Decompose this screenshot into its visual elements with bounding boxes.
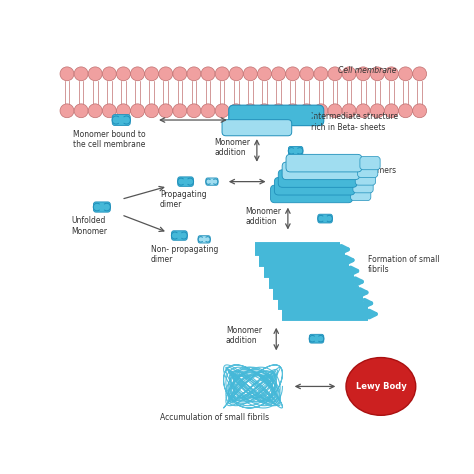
Circle shape [102, 67, 116, 81]
Ellipse shape [346, 357, 416, 415]
Circle shape [370, 67, 384, 81]
Circle shape [117, 104, 130, 118]
Circle shape [201, 104, 215, 118]
Circle shape [88, 104, 102, 118]
Circle shape [286, 67, 300, 81]
Circle shape [74, 67, 88, 81]
FancyBboxPatch shape [318, 214, 332, 223]
FancyBboxPatch shape [112, 115, 130, 126]
Circle shape [356, 67, 370, 81]
Text: Non- propagating
dimer: Non- propagating dimer [151, 245, 218, 264]
Circle shape [272, 104, 285, 118]
Circle shape [201, 67, 215, 81]
FancyBboxPatch shape [353, 180, 373, 193]
Circle shape [272, 67, 285, 81]
FancyBboxPatch shape [360, 156, 380, 170]
Circle shape [384, 67, 398, 81]
FancyBboxPatch shape [282, 162, 359, 180]
Circle shape [257, 67, 272, 81]
Circle shape [243, 104, 257, 118]
Circle shape [314, 104, 328, 118]
FancyBboxPatch shape [310, 334, 324, 343]
Circle shape [399, 67, 412, 81]
Circle shape [130, 104, 145, 118]
Circle shape [215, 104, 229, 118]
Circle shape [60, 104, 74, 118]
Text: Propagating
dimer: Propagating dimer [160, 190, 207, 210]
Circle shape [159, 104, 173, 118]
Circle shape [413, 67, 427, 81]
Circle shape [356, 104, 370, 118]
FancyBboxPatch shape [206, 178, 218, 185]
Text: Accumulation of small fibrils: Accumulation of small fibrils [160, 413, 269, 422]
FancyBboxPatch shape [274, 177, 355, 195]
Circle shape [384, 104, 398, 118]
Circle shape [173, 67, 187, 81]
Circle shape [243, 67, 257, 81]
Circle shape [130, 67, 145, 81]
FancyBboxPatch shape [278, 170, 357, 187]
FancyBboxPatch shape [229, 105, 324, 126]
Text: Monomer
addition: Monomer addition [226, 326, 262, 346]
Text: Monomer
addition: Monomer addition [214, 138, 250, 157]
Circle shape [300, 67, 314, 81]
FancyBboxPatch shape [93, 202, 110, 212]
FancyBboxPatch shape [222, 119, 292, 136]
Circle shape [413, 104, 427, 118]
FancyBboxPatch shape [351, 187, 371, 201]
FancyBboxPatch shape [172, 231, 187, 240]
Text: Monomer
addition: Monomer addition [245, 207, 281, 226]
FancyBboxPatch shape [288, 146, 303, 155]
Circle shape [342, 67, 356, 81]
FancyBboxPatch shape [271, 185, 353, 203]
Circle shape [88, 67, 102, 81]
Circle shape [342, 104, 356, 118]
Circle shape [60, 67, 74, 81]
Circle shape [159, 67, 173, 81]
Circle shape [286, 104, 300, 118]
Circle shape [145, 104, 159, 118]
Text: Formation of small
fibrils: Formation of small fibrils [368, 255, 439, 274]
Circle shape [187, 67, 201, 81]
Circle shape [300, 104, 314, 118]
Circle shape [145, 67, 159, 81]
Circle shape [74, 104, 88, 118]
Circle shape [328, 104, 342, 118]
Text: Unfolded
Monomer: Unfolded Monomer [71, 216, 107, 236]
Circle shape [328, 67, 342, 81]
FancyBboxPatch shape [286, 155, 362, 172]
Circle shape [117, 67, 130, 81]
Circle shape [370, 104, 384, 118]
Circle shape [215, 67, 229, 81]
Circle shape [257, 104, 272, 118]
Circle shape [314, 67, 328, 81]
Text: Intermediate structure
rich in Beta- sheets: Intermediate structure rich in Beta- she… [311, 112, 398, 132]
Circle shape [173, 104, 187, 118]
FancyBboxPatch shape [198, 236, 210, 243]
FancyBboxPatch shape [357, 164, 378, 177]
Text: Monomer bound to
the cell membrane: Monomer bound to the cell membrane [73, 130, 146, 149]
Circle shape [102, 104, 116, 118]
FancyBboxPatch shape [178, 177, 193, 186]
Text: Oligomers: Oligomers [357, 166, 397, 175]
Circle shape [229, 104, 243, 118]
Circle shape [229, 67, 243, 81]
Circle shape [187, 104, 201, 118]
FancyBboxPatch shape [355, 172, 375, 185]
Text: Lewy Body: Lewy Body [356, 382, 406, 391]
Circle shape [399, 104, 412, 118]
Text: Cell membrane: Cell membrane [338, 66, 397, 75]
